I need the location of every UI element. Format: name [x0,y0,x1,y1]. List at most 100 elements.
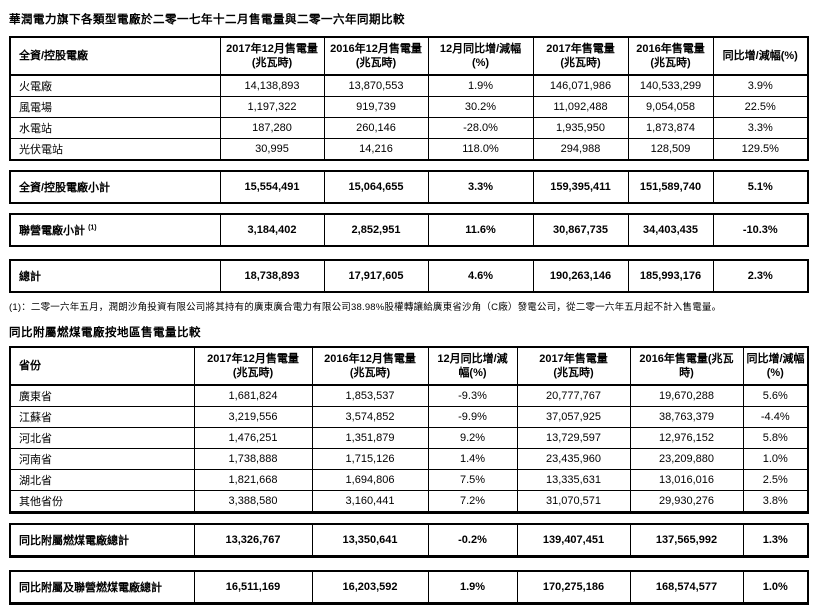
row-label: 光伏電站 [9,138,221,161]
cell-ytd2016: 23,209,880 [629,448,744,470]
cell-ytd2017: 23,435,960 [516,448,631,470]
table1-title: 華潤電力旗下各類型電廠於二零一七年十二月售電量與二零一六年同期比較 [9,14,405,26]
cell-dec2017: 3,388,580 [193,490,313,513]
cell-ytd2016: 34,403,435 [627,213,714,247]
cell-ytd2017: 31,070,571 [516,490,631,513]
cell-ytd2017: 20,777,767 [516,384,631,407]
col-header-dec2017: 2017年12月售電量 (兆瓦時) [219,36,325,76]
row-label: 江蘇省 [9,406,195,428]
row-label: 總計 [9,259,221,293]
coal-subsidiary-total-row: 同比附屬燃煤電廠總計 13,326,767 13,350,641 -0.2% 1… [9,523,809,558]
cell-dec2017: 18,738,893 [219,259,325,293]
cell-dec2017: 16,511,169 [193,570,313,604]
col-header-dec2016: 2016年12月售電量 (兆瓦時) [311,346,429,386]
cell-dec2017: 15,554,491 [219,170,325,204]
cell-mom: -28.0% [427,117,534,139]
table-row-solar: 光伏電站 30,995 14,216 118.0% 294,988 128,50… [9,138,809,161]
cell-dec2016: 15,064,655 [323,170,429,204]
cell-dec2016: 1,715,126 [311,448,429,470]
cell-yoy: 3.8% [742,490,809,513]
cell-mom: 1.9% [427,570,518,604]
cell-dec2016: 3,574,852 [311,406,429,428]
row-label: 火電廠 [9,74,221,97]
cell-dec2017: 1,821,668 [193,469,313,491]
cell-mom: -0.2% [427,523,518,557]
cell-dec2017: 1,681,824 [193,384,313,407]
cell-ytd2017: 170,275,186 [516,570,631,604]
cell-dec2016: 13,870,553 [323,74,429,97]
cell-yoy: 2.5% [742,469,809,491]
table-row-hubei: 湖北省 1,821,668 1,694,806 7.5% 13,335,631 … [9,469,809,491]
cell-ytd2016: 19,670,288 [629,384,744,407]
row-label: 其他省份 [9,490,195,513]
plant-type-table: 全資/控股電廠 2017年12月售電量 (兆瓦時) 2016年12月售電量 (兆瓦時… [9,36,809,161]
subtotal-associates-row: 聯營電廠小計 (1) 3,184,402 2,852,951 11.6% 30,… [9,213,809,247]
cell-yoy: -4.4% [742,406,809,428]
cell-ytd2017: 294,988 [532,138,629,161]
region-table: 省份 2017年12月售電量 (兆瓦時) 2016年12月售電量 (兆瓦時) 12月… [9,346,809,514]
cell-ytd2016: 29,930,276 [629,490,744,513]
cell-mom: 3.3% [427,170,534,204]
col-header-province: 省份 [9,346,195,386]
col-header-ytd2017: 2017年售電量 (兆瓦時) [516,346,631,386]
col-header-plant-type: 全資/控股電廠 [9,36,221,76]
cell-ytd2016: 1,873,874 [627,117,714,139]
cell-mom: 1.9% [427,74,534,97]
cell-dec2017: 1,476,251 [193,427,313,449]
cell-dec2017: 3,184,402 [219,213,325,247]
cell-ytd2017: 13,729,597 [516,427,631,449]
cell-yoy: 1.0% [742,570,809,604]
cell-dec2016: 1,853,537 [311,384,429,407]
cell-ytd2016: 140,533,299 [627,74,714,97]
cell-yoy: 3.9% [712,74,809,97]
table-row-wind: 風電場 1,197,322 919,739 30.2% 11,092,488 9… [9,96,809,118]
subtotal-owned-row: 全資/控股電廠小計 15,554,491 15,064,655 3.3% 159… [9,170,809,204]
col-header-mom-change: 12月同比增/減幅(%) [427,36,534,76]
cell-mom: 118.0% [427,138,534,161]
col-header-yoy-change: 同比增/減幅(%) [712,36,809,76]
cell-dec2017: 14,138,893 [219,74,325,97]
row-label: 湖北省 [9,469,195,491]
col-header-ytd2016: 2016年售電量(兆瓦時) [629,346,744,386]
cell-dec2016: 16,203,592 [311,570,429,604]
cell-dec2017: 187,280 [219,117,325,139]
cell-yoy: 1.0% [742,448,809,470]
cell-dec2017: 1,738,888 [193,448,313,470]
cell-dec2016: 260,146 [323,117,429,139]
cell-mom: -9.9% [427,406,518,428]
cell-ytd2016: 137,565,992 [629,523,744,557]
cell-yoy: 5.1% [712,170,809,204]
cell-dec2017: 13,326,767 [193,523,313,557]
cell-yoy: 129.5% [712,138,809,161]
col-header-mom-change: 12月同比增/減幅(%) [427,346,518,386]
cell-dec2016: 1,694,806 [311,469,429,491]
table-row-hebei: 河北省 1,476,251 1,351,879 9.2% 13,729,597 … [9,427,809,449]
cell-dec2017: 1,197,322 [219,96,325,118]
cell-dec2017: 3,219,556 [193,406,313,428]
table-row-henan: 河南省 1,738,888 1,715,126 1.4% 23,435,960 … [9,448,809,470]
cell-dec2016: 3,160,441 [311,490,429,513]
cell-ytd2016: 12,976,152 [629,427,744,449]
cell-mom: 7.5% [427,469,518,491]
row-label: 風電場 [9,96,221,118]
cell-ytd2016: 13,016,016 [629,469,744,491]
footnote: (1)：二零一六年五月，潤朗沙角投資有限公司將其持有的廣東廣合電力有限公司38.… [9,302,722,313]
cell-ytd2017: 13,335,631 [516,469,631,491]
cell-yoy: 3.3% [712,117,809,139]
row-label: 聯營電廠小計 (1) [9,213,221,247]
cell-yoy: 22.5% [712,96,809,118]
cell-dec2016: 2,852,951 [323,213,429,247]
row-label: 廣東省 [9,384,195,407]
cell-ytd2016: 38,763,379 [629,406,744,428]
cell-dec2016: 13,350,641 [311,523,429,557]
cell-ytd2017: 11,092,488 [532,96,629,118]
footnote-marker: (1) [88,224,97,232]
cell-ytd2017: 139,407,451 [516,523,631,557]
cell-yoy: -10.3% [712,213,809,247]
table2-title: 同比附屬燃煤電廠按地區售電量比較 [9,327,201,339]
region-table-header: 省份 2017年12月售電量 (兆瓦時) 2016年12月售電量 (兆瓦時) 12月… [9,346,809,386]
cell-ytd2017: 37,057,925 [516,406,631,428]
cell-ytd2016: 9,054,058 [627,96,714,118]
cell-mom: 1.4% [427,448,518,470]
cell-dec2017: 30,995 [219,138,325,161]
